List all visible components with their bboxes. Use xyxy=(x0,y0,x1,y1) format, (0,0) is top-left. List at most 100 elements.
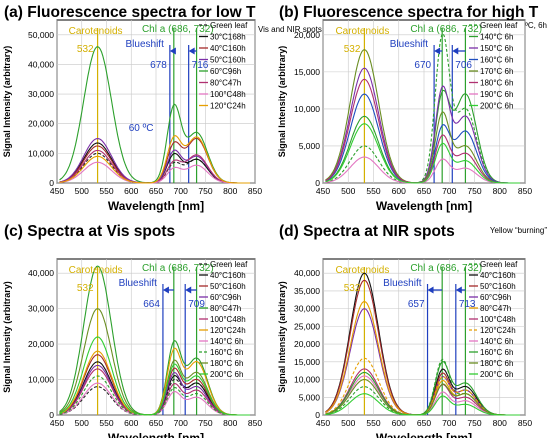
legend-entry: 160°C 6h xyxy=(480,348,513,357)
blueshift-label: Blueshift xyxy=(383,278,422,289)
annotation-extra: 60 ºC xyxy=(129,123,154,134)
y-tick-label: 40,000 xyxy=(28,268,54,278)
legend-entry: 140°C 6h xyxy=(480,33,513,42)
y-tick-label: 40,000 xyxy=(28,59,54,69)
y-tick-label: 25,000 xyxy=(294,321,320,331)
panel-title: (b) Fluorescence spectra for high T xyxy=(279,4,539,21)
legend-entry: 40°C160h xyxy=(210,44,246,53)
legend-entry: 40°C160h xyxy=(210,271,246,280)
blueshift-label: Blueshift xyxy=(390,39,429,50)
chl-label: Chl a (686, 732) xyxy=(142,263,214,274)
panel-4: (d) Spectra at NIR spots Yellow “burning”… xyxy=(277,223,547,438)
y-axis-label: Signal Intensity (arbitrary) xyxy=(2,46,12,158)
legend-entry: Green leaf xyxy=(210,21,248,30)
y-axis-label: Signal Intensity (arbitrary) xyxy=(277,281,287,393)
blueshift-arrowhead xyxy=(169,47,176,55)
legend-entry: 60°C96h xyxy=(210,67,241,76)
carotenoids-peak-label: 532 xyxy=(77,283,94,294)
panel-title: (d) Spectra at NIR spots xyxy=(279,223,455,240)
series-line xyxy=(325,123,520,184)
x-tick-label: 600 xyxy=(124,186,138,196)
legend-entry: 40°C160h xyxy=(480,271,516,280)
x-tick-label: 500 xyxy=(341,186,355,196)
x-tick-label: 550 xyxy=(99,186,113,196)
x-tick-label: 850 xyxy=(248,186,262,196)
x-tick-label: 550 xyxy=(366,418,380,428)
x-tick-label: 700 xyxy=(174,418,188,428)
x-tick-label: 750 xyxy=(198,418,212,428)
x-tick-label: 800 xyxy=(493,186,507,196)
blueshift-peak-left: 657 xyxy=(408,299,425,310)
x-axis-label: Wavelength [nm] xyxy=(376,199,472,213)
x-tick-label: 450 xyxy=(316,418,330,428)
blueshift-peak-left: 678 xyxy=(150,60,167,71)
legend-entry: 180°C 6h xyxy=(480,79,513,88)
chl-label: Chl a (686, 732) xyxy=(142,24,214,35)
panel-3: (c) Spectra at Vis spots 450 500 550 600 650 7… xyxy=(2,223,262,438)
x-tick-label: 700 xyxy=(174,186,188,196)
legend-entry: 160°C 6h xyxy=(480,56,513,65)
legend-entry: Green leaf xyxy=(480,21,518,30)
legend-entry: 180°C 6h xyxy=(210,359,243,368)
y-tick-label: 35,000 xyxy=(294,286,320,296)
blueshift-arrowhead xyxy=(434,47,441,55)
x-tick-label: 800 xyxy=(223,186,237,196)
legend-entry: 140°C 6h xyxy=(210,337,243,346)
y-axis-label: Signal Intensity (arbitrary) xyxy=(277,46,287,158)
carotenoids-peak-label: 532 xyxy=(344,44,361,55)
x-tick-label: 500 xyxy=(341,418,355,428)
y-tick-label: 0 xyxy=(49,410,54,420)
legend-entry: 150°C 6h xyxy=(480,44,513,53)
legend-entry: 50°C160h xyxy=(480,282,516,291)
legend-entry: 190°C 6h xyxy=(480,90,513,99)
blueshift-arrowhead xyxy=(162,286,169,294)
y-tick-label: 10,000 xyxy=(28,375,54,385)
chl-label: Chl a (686, 732) xyxy=(410,24,482,35)
x-axis-label: Wavelength [nm] xyxy=(376,431,472,438)
blueshift-peak-left: 664 xyxy=(143,299,160,310)
series-line xyxy=(59,161,250,184)
y-tick-label: 5,000 xyxy=(299,141,321,151)
blueshift-peak-left: 670 xyxy=(414,60,431,71)
panel-note: Yellow “burning” xyxy=(490,226,547,235)
panel-title: (a) Fluorescence spectra for low T xyxy=(4,4,256,21)
legend-entry: 200°C 6h xyxy=(480,370,513,379)
legend-entry: 50°C160h xyxy=(210,56,246,65)
series-line xyxy=(59,336,250,416)
x-tick-label: 550 xyxy=(366,186,380,196)
blueshift-peak-right: 709 xyxy=(188,299,205,310)
blueshift-peak-right: 716 xyxy=(192,60,209,71)
blueshift-arrowhead xyxy=(427,286,434,294)
x-tick-label: 450 xyxy=(50,186,64,196)
x-tick-label: 500 xyxy=(75,186,89,196)
panel-title: (c) Spectra at Vis spots xyxy=(4,223,175,240)
x-tick-label: 850 xyxy=(248,418,262,428)
carotenoids-label: Carotenoids xyxy=(69,26,123,37)
chl-label: Chl a (686, 732) xyxy=(410,263,482,274)
y-tick-label: 0 xyxy=(49,178,54,188)
carotenoids-label: Carotenoids xyxy=(69,265,123,276)
legend-entry: 100°C48h xyxy=(210,90,246,99)
legend-entry: 170°C 6h xyxy=(480,67,513,76)
legend-entry: 60°C96h xyxy=(210,293,241,302)
legend-entry: 100°C48h xyxy=(210,315,246,324)
x-tick-label: 850 xyxy=(518,186,532,196)
carotenoids-peak-label: 532 xyxy=(77,44,94,55)
carotenoids-label: Carotenoids xyxy=(335,265,389,276)
x-tick-label: 650 xyxy=(417,418,431,428)
y-tick-label: 10,000 xyxy=(294,104,320,114)
panel-note: Outside Vis and NIR spots xyxy=(228,25,322,34)
blueshift-arrowhead xyxy=(185,286,192,294)
x-tick-label: 600 xyxy=(392,418,406,428)
y-tick-label: 20,000 xyxy=(28,119,54,129)
blueshift-arrowhead xyxy=(452,47,459,55)
y-tick-label: 15,000 xyxy=(294,357,320,367)
legend-entry: 140°C 6h xyxy=(480,337,513,346)
x-tick-label: 600 xyxy=(392,186,406,196)
y-tick-label: 0 xyxy=(315,410,320,420)
x-tick-label: 650 xyxy=(149,186,163,196)
y-axis-label: Signal Intensity (arbitrary) xyxy=(2,281,12,393)
legend-entry: 80°C47h xyxy=(210,304,241,313)
x-tick-label: 500 xyxy=(75,418,89,428)
x-tick-label: 800 xyxy=(223,418,237,428)
